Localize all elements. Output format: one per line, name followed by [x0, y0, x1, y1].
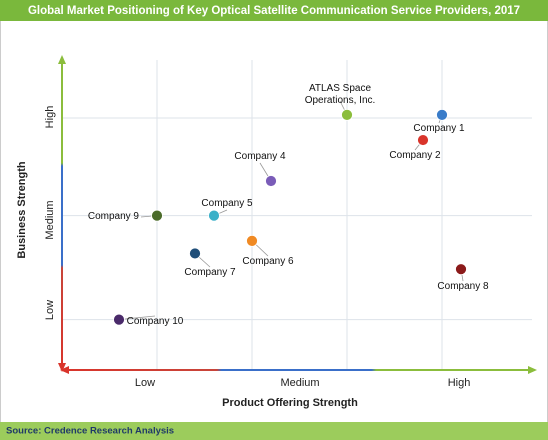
- arrow-left: [60, 366, 69, 374]
- x-level-label: Low: [135, 377, 155, 389]
- point: [246, 234, 258, 247]
- point: [455, 263, 467, 276]
- point: [189, 247, 201, 260]
- x-level-label: Medium: [280, 377, 319, 389]
- y-level-label: Medium: [44, 200, 56, 239]
- title-band: [0, 0, 548, 21]
- point: [341, 108, 353, 121]
- point: [151, 209, 163, 222]
- point-label: Company 5: [201, 198, 253, 209]
- point-label: ATLAS Space Operations, Inc.: [304, 83, 376, 106]
- point-label: Company 1: [413, 123, 465, 134]
- point-label: Company 8: [437, 281, 489, 292]
- x-axis-fill: [62, 369, 531, 371]
- y-axis-label: Business Strength: [16, 161, 28, 258]
- point-label: Company 4: [234, 151, 286, 162]
- y-axis-fill: [61, 61, 63, 370]
- leader-line: [118, 315, 156, 320]
- arrow-down: [58, 363, 66, 372]
- point-label: Company 6: [242, 256, 294, 267]
- point: [265, 175, 277, 187]
- chart-title: Global Market Positioning of Key Optical…: [28, 5, 520, 17]
- point: [417, 134, 429, 146]
- point-label: Company 10: [126, 316, 184, 327]
- point-label: Company 9: [87, 211, 139, 222]
- arrow-up: [58, 55, 66, 64]
- point-label: Company 7: [184, 267, 236, 278]
- y-level-label: Low: [44, 300, 56, 320]
- point: [113, 313, 125, 326]
- point: [208, 209, 220, 222]
- footer-band: [0, 422, 548, 440]
- arrow-right: [528, 366, 537, 374]
- y-level-label: High: [44, 106, 56, 129]
- x-level-label: High: [448, 377, 471, 389]
- source: Source: Credence Research Analysis: [6, 426, 174, 437]
- point-label: Company 2: [389, 150, 441, 161]
- x-axis-label: Product Offering Strength: [222, 397, 358, 409]
- point: [436, 108, 448, 121]
